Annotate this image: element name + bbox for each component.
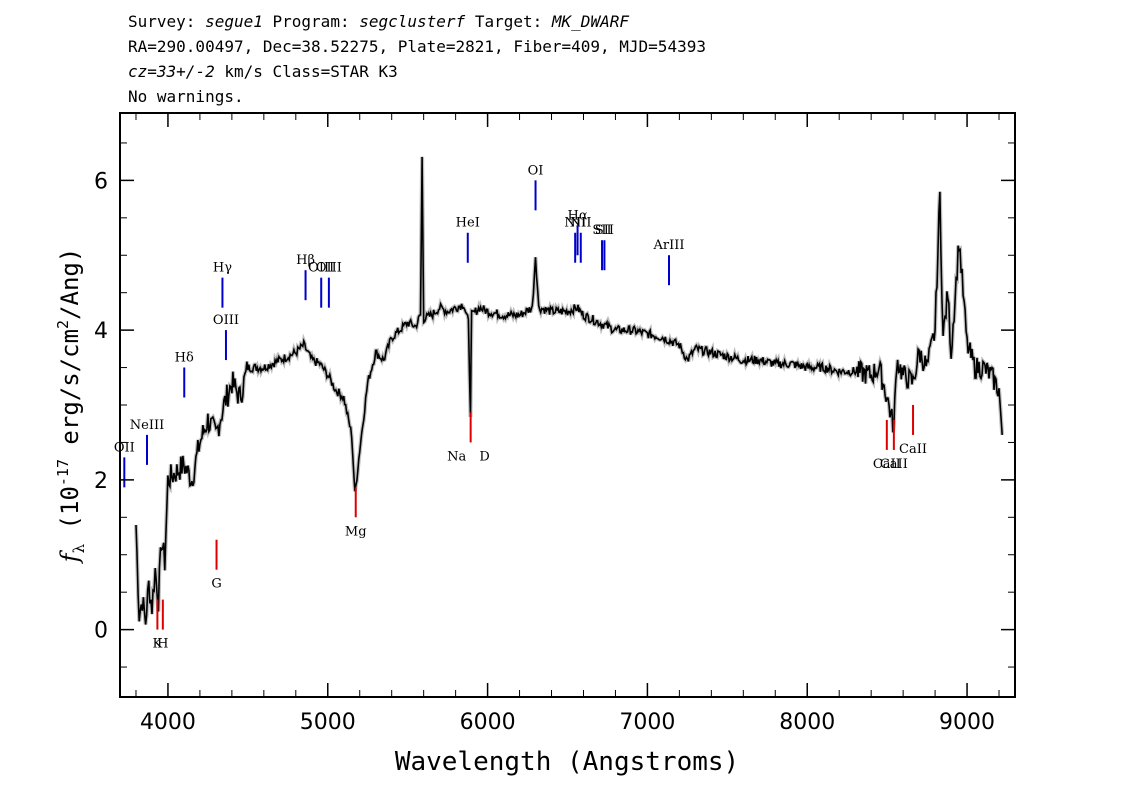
cz-rest: km/s Class=STAR K3 (214, 62, 398, 81)
header-line-2: RA=290.00497, Dec=38.52275, Plate=2821, … (128, 37, 706, 56)
program-value: segclusterf (359, 12, 466, 31)
line-label-5: Hβ (296, 253, 315, 268)
line-label-8: HeI (456, 216, 480, 231)
survey-value: segue1 (205, 12, 263, 31)
line-label-21: D (479, 449, 489, 464)
header-line-4: No warnings. (128, 87, 244, 106)
plot-frame (119, 112, 1016, 698)
y-tick-label: 2 (94, 469, 108, 494)
line-label-7: OIII (316, 261, 342, 276)
line-label-6: OIII (308, 261, 334, 276)
y-tick-label: 0 (94, 619, 108, 644)
line-label-2: Hδ (175, 351, 194, 366)
program-label: Program: (272, 12, 350, 31)
header-line-3: cz=33+/-2 km/s Class=STAR K3 (128, 62, 398, 82)
x-tick-label: 9000 (939, 710, 995, 735)
line-label-15: ArIII (652, 238, 684, 253)
cz-label: cz= (128, 62, 157, 81)
x-axis-title: Wavelength (Angstroms) (395, 747, 739, 777)
y-tick-label: 6 (94, 169, 108, 194)
cz-value: 33+/-2 (156, 62, 215, 81)
line-label-10: NII (564, 216, 586, 231)
x-tick-label: 4000 (140, 710, 196, 735)
line-label-18: G (211, 577, 221, 592)
x-tick-label: 6000 (460, 710, 516, 735)
line-label-4: OIII (213, 313, 239, 328)
line-label-12: NII (570, 216, 592, 231)
x-tick-label: 7000 (619, 710, 675, 735)
line-label-20: Na (447, 449, 466, 464)
x-tick-label: 8000 (779, 710, 835, 735)
line-label-9: OI (528, 163, 544, 178)
line-label-3: Hγ (213, 261, 232, 276)
line-label-22: CaII (873, 457, 901, 472)
line-label-13: SII (592, 223, 611, 238)
svg-text:fλ (10-17 erg/s/cm2/Ang): fλ (10-17 erg/s/cm2/Ang) (54, 248, 88, 565)
line-label-16: K (153, 637, 163, 652)
flux-series (135, 156, 1003, 625)
line-label-23: CaII (880, 457, 908, 472)
header-line-1: Survey: segue1 Program: segclusterf Targ… (128, 12, 629, 32)
line-label-19: Mg (345, 524, 367, 539)
line-label-11: Hα (568, 208, 588, 223)
line-label-24: CaII (899, 442, 927, 457)
y-tick-label: 4 (94, 319, 108, 344)
x-tick-label: 5000 (300, 710, 356, 735)
target-value: MK_DWARF (551, 12, 629, 31)
target-label: Target: (474, 12, 543, 31)
line-label-14: SII (595, 223, 614, 238)
survey-label: Survey: (128, 12, 196, 31)
line-label-1: NeIII (130, 418, 164, 433)
flux-line (135, 156, 1003, 625)
y-axis-title: fλ (10-17 erg/s/cm2/Ang) (54, 248, 88, 565)
line-label-17: H (157, 637, 168, 652)
axis-ticks: 4000 5000 6000 7000 8000 9000 0 2 4 6 (94, 113, 1015, 735)
